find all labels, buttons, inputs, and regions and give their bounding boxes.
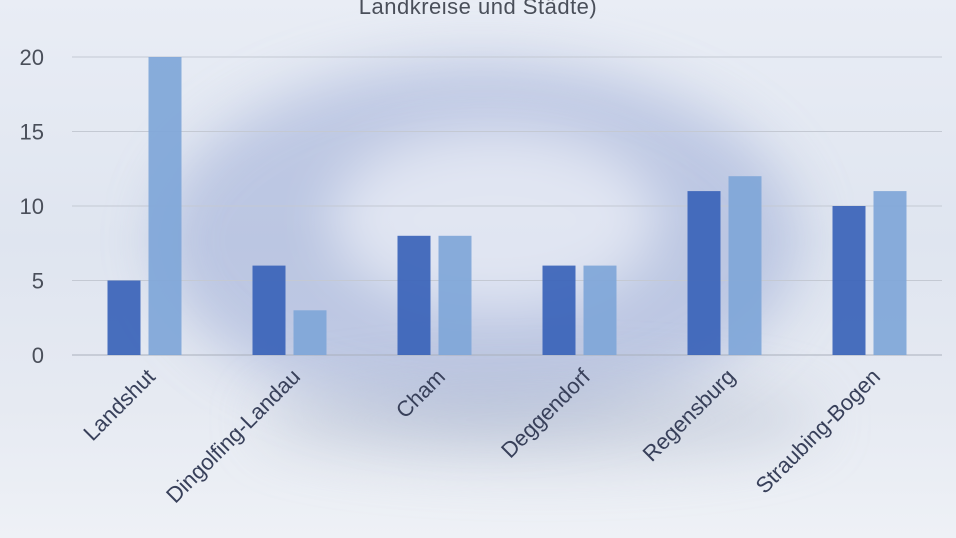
bar-dingolfing-landau-2 [293, 310, 327, 355]
x-category-label: Landshut [78, 364, 160, 446]
bar-landshut-2 [148, 57, 182, 355]
bar-straubing-bogen-2 [873, 191, 907, 355]
bar-cham-1 [397, 235, 431, 355]
y-tick-label: 0 [32, 343, 44, 368]
bar-regensburg-2 [728, 176, 762, 355]
bars [107, 57, 907, 355]
gridlines [72, 56, 942, 356]
y-tick-label: 15 [20, 120, 44, 145]
bar-landshut-1 [107, 280, 141, 355]
bar-deggendorf-2 [583, 265, 617, 355]
x-category-label: Dingolfing-Landau [161, 364, 305, 508]
bar-deggendorf-1 [542, 265, 576, 355]
x-category-label: Deggendorf [496, 363, 596, 463]
x-axis-labels: Landshut Dingolfing-Landau Cham Deggendorf R… [78, 363, 885, 508]
y-tick-label: 5 [32, 269, 44, 294]
bar-cham-2 [438, 235, 472, 355]
x-category-label: Straubing-Bogen [751, 364, 885, 498]
background-light-glow-2 [260, 380, 820, 460]
chart-title: Landkreise und Städte) [358, 0, 598, 19]
x-category-label: Cham [391, 364, 450, 423]
bar-dingolfing-landau-1 [252, 265, 286, 355]
x-category-label: Regensburg [638, 364, 740, 466]
y-tick-label: 20 [20, 45, 44, 70]
y-tick-label: 10 [20, 194, 44, 219]
bar-regensburg-1 [687, 191, 721, 355]
bar-straubing-bogen-1 [832, 206, 866, 355]
y-axis-ticks: 0 5 10 15 20 [20, 45, 44, 368]
